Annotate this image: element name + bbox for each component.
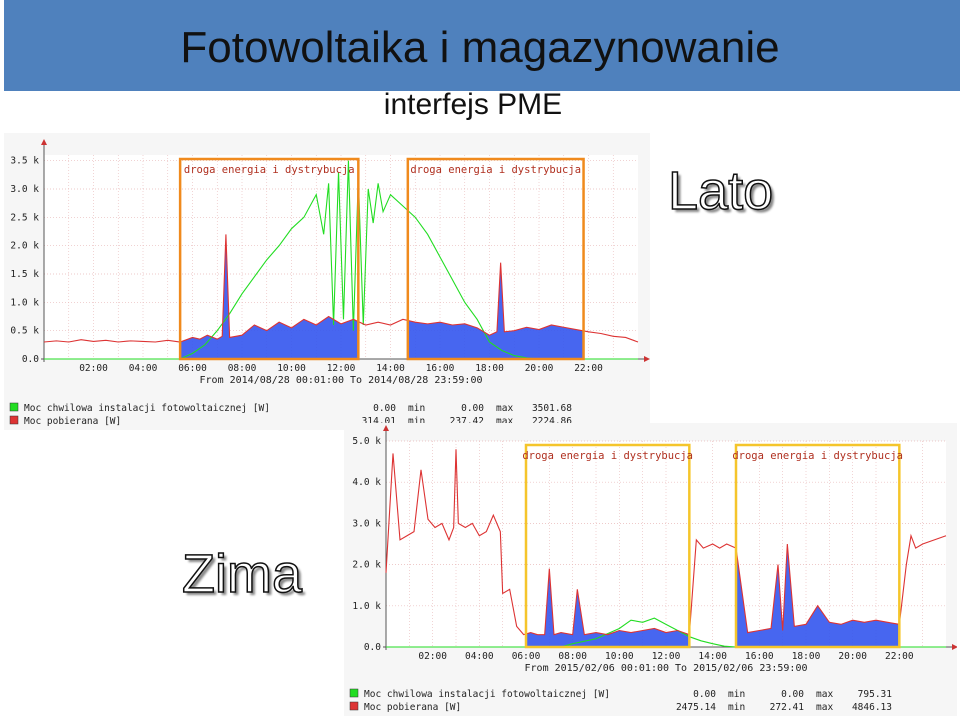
y-tick-label: 4.0 k <box>352 477 381 488</box>
legend-current: 2475.14 <box>676 702 716 713</box>
x-tick-label: 16:00 <box>426 363 455 374</box>
y-tick-label: 0.0 <box>364 642 381 653</box>
legend-current: 314.01 <box>362 416 397 427</box>
legend-entry: Moc chwilowa instalacji fotowoltaicznej … <box>364 689 610 700</box>
annotation-label: droga energia i dystrybucja <box>184 164 355 176</box>
legend-max: 795.31 <box>858 689 893 700</box>
y-tick-label: 2.0 k <box>10 241 39 252</box>
period-label: From 2014/08/28 00:01:00 To 2014/08/28 2… <box>200 375 483 386</box>
title-band <box>4 0 960 91</box>
page-subtitle: interfejs PME <box>383 88 563 121</box>
legend-min: 0.00 <box>461 403 484 414</box>
legend-max: 2224.86 <box>532 416 572 427</box>
series-line-load <box>43 234 639 343</box>
x-tick-label: 14:00 <box>698 651 727 662</box>
legend-min: 0.00 <box>781 689 804 700</box>
legend-max: 3501.68 <box>532 403 572 414</box>
legend-min: 237.42 <box>450 416 484 427</box>
legend-swatch <box>349 701 359 711</box>
y-tick-label: 0.0 <box>22 354 39 365</box>
y-tick-label: 3.0 k <box>352 518 381 529</box>
y-tick-label: 1.0 k <box>352 601 381 612</box>
legend-min-label: min <box>408 403 425 414</box>
x-tick-label: 04:00 <box>465 651 494 662</box>
y-axis-arrow <box>383 425 389 431</box>
summer-chart: 0.0 0.5 k 1.0 k 1.5 k 2.0 k 2.5 k 3.0 k 3.5 k 02… <box>4 133 650 430</box>
summer-label: Lato <box>667 160 774 222</box>
annotation-box <box>406 157 585 361</box>
legend-min: 272.41 <box>770 702 805 713</box>
x-tick-label: 22:00 <box>885 651 914 662</box>
annotation-label: droga energia i dystrybucja <box>410 164 581 176</box>
y-tick-label: 1.5 k <box>10 269 39 280</box>
legend-current: 0.00 <box>693 689 716 700</box>
legend-max-label: max <box>816 689 833 700</box>
legend-swatch <box>9 415 19 425</box>
legend-min-label: min <box>728 702 745 713</box>
x-tick-label: 06:00 <box>178 363 207 374</box>
period-label: From 2015/02/06 00:01:00 To 2015/02/06 2… <box>525 663 808 674</box>
page-title: Fotowoltaika i magazynowanie <box>180 23 780 72</box>
series-line-pv <box>386 617 946 648</box>
y-tick-label: 0.5 k <box>10 326 39 337</box>
x-tick-label: 18:00 <box>475 363 504 374</box>
x-tick-label: 16:00 <box>745 651 774 662</box>
x-tick-label: 18:00 <box>792 651 821 662</box>
y-tick-label: 3.0 k <box>10 184 39 195</box>
annotation-box <box>524 443 691 649</box>
legend-entry: Moc chwilowa instalacji fotowoltaicznej … <box>24 403 270 414</box>
legend-max-label: max <box>496 416 513 427</box>
summer-chart-svg: 0.0 0.5 k 1.0 k 1.5 k 2.0 k 2.5 k 3.0 k 3.5 k 02… <box>9 139 650 427</box>
winter-chart: 0.0 1.0 k 2.0 k 3.0 k 4.0 k 5.0 k 02:00 04:00 06… <box>344 423 958 716</box>
legend-max-label: max <box>816 702 833 713</box>
series-line-load <box>385 449 947 636</box>
legend-current: 0.00 <box>373 403 396 414</box>
annotation-label: droga energia i dystrybucja <box>522 450 693 462</box>
legend-min-label: min <box>408 416 425 427</box>
x-axis-arrow <box>952 644 958 650</box>
x-tick-label: 20:00 <box>838 651 867 662</box>
y-tick-label: 3.5 k <box>10 156 39 167</box>
series-line-pv <box>44 160 638 360</box>
winter-label: Zima <box>181 543 303 605</box>
x-tick-label: 02:00 <box>79 363 108 374</box>
x-tick-label: 08:00 <box>558 651 587 662</box>
legend-entry: Moc pobierana [W] <box>364 702 461 713</box>
x-tick-label: 14:00 <box>376 363 405 374</box>
legend-max: 4846.13 <box>852 702 892 713</box>
y-tick-label: 2.5 k <box>10 212 39 223</box>
winter-chart-svg: 0.0 1.0 k 2.0 k 3.0 k 4.0 k 5.0 k 02:00 04:00 06… <box>349 425 958 713</box>
y-axis-arrow <box>41 139 47 145</box>
x-tick-label: 02:00 <box>418 651 447 662</box>
load-stored-area <box>526 449 900 647</box>
load-stored-area <box>180 234 584 359</box>
annotation-box <box>734 443 901 649</box>
legend-swatch <box>349 688 359 698</box>
x-tick-label: 06:00 <box>512 651 541 662</box>
legend-max-label: max <box>496 403 513 414</box>
y-tick-label: 1.0 k <box>10 297 39 308</box>
x-tick-label: 12:00 <box>652 651 681 662</box>
x-tick-label: 12:00 <box>327 363 356 374</box>
x-tick-label: 04:00 <box>129 363 158 374</box>
legend-min-label: min <box>728 689 745 700</box>
x-tick-label: 08:00 <box>228 363 257 374</box>
x-tick-label: 10:00 <box>605 651 634 662</box>
annotation-label: droga energia i dystrybucja <box>732 450 903 462</box>
annotation-box <box>178 157 360 361</box>
legend-entry: Moc pobierana [W] <box>24 416 121 427</box>
x-axis-arrow <box>644 356 650 362</box>
y-tick-label: 2.0 k <box>352 560 381 571</box>
x-tick-label: 20:00 <box>525 363 554 374</box>
legend-swatch <box>9 402 19 412</box>
y-tick-label: 5.0 k <box>352 436 381 447</box>
x-tick-label: 22:00 <box>574 363 603 374</box>
x-tick-label: 10:00 <box>277 363 306 374</box>
